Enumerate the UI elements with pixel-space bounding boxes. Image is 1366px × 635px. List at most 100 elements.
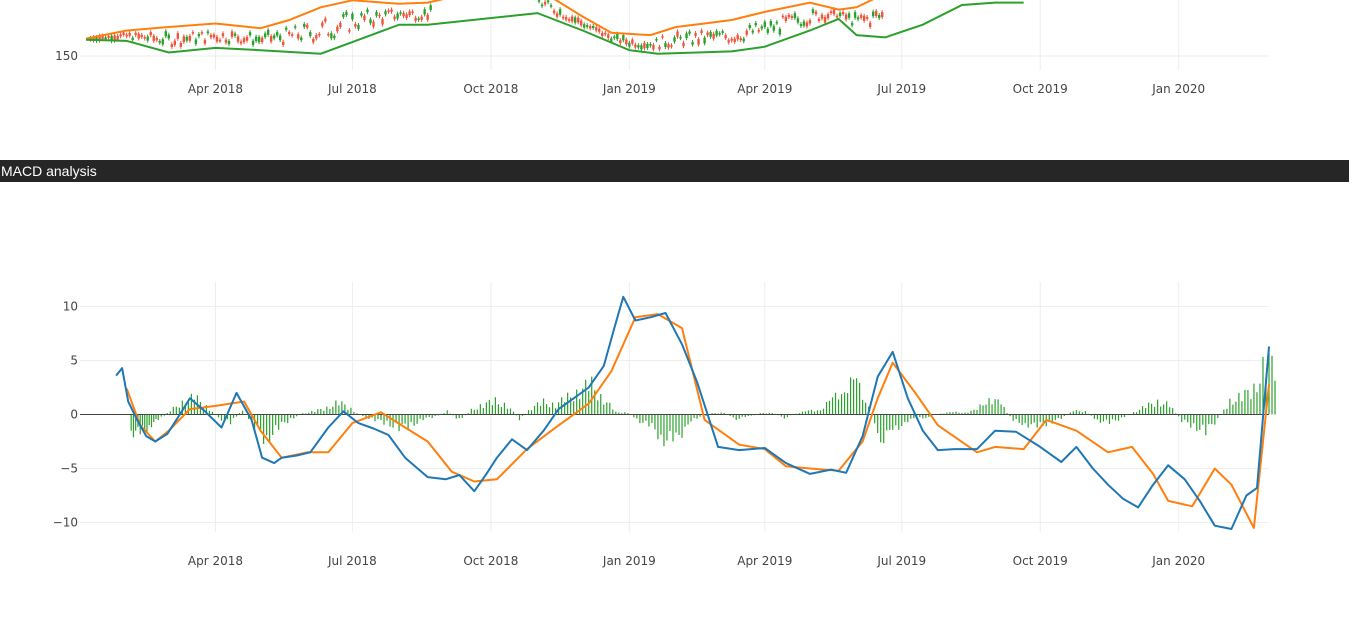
histogram-bar — [849, 377, 852, 415]
histogram-bar — [576, 389, 578, 415]
histogram-bar — [825, 401, 828, 415]
candle — [357, 24, 360, 29]
histogram-bar — [1205, 414, 1207, 436]
histogram-bar — [744, 414, 746, 418]
candle — [772, 26, 776, 31]
histogram-bar — [801, 411, 804, 415]
candle — [706, 32, 709, 36]
histogram-bar — [603, 404, 605, 415]
histogram-bar — [1039, 414, 1041, 423]
histogram-bar — [585, 379, 587, 415]
histogram-bar — [235, 414, 238, 417]
candle — [673, 37, 676, 42]
histogram-bar — [148, 414, 150, 425]
histogram-bar — [1232, 404, 1234, 415]
candle — [637, 45, 640, 48]
macd-y-tick-label: −10 — [53, 516, 78, 530]
histogram-bar — [591, 376, 593, 415]
histogram-bar — [973, 409, 975, 415]
price-x-tick-label: Jan 2019 — [602, 82, 656, 96]
candle — [715, 30, 718, 36]
histogram-bar — [1144, 407, 1147, 415]
macd-x-tick-label: Apr 2018 — [188, 554, 243, 568]
candle — [221, 33, 225, 37]
histogram-bar — [431, 414, 433, 418]
candle — [697, 39, 700, 45]
histogram-bar — [834, 392, 837, 415]
histogram-bar — [521, 414, 524, 416]
candle — [859, 15, 863, 18]
histogram-bar — [582, 388, 584, 415]
histogram-bar — [1235, 401, 1237, 415]
candle — [784, 16, 788, 21]
candle — [230, 31, 234, 37]
histogram-bar — [925, 414, 927, 418]
histogram-bar — [329, 408, 331, 415]
histogram-bar — [1244, 389, 1246, 415]
price-chart: 150 Apr 2018 Jul 2018 Oct 2018 Jan 2019 Apr … — [55, 0, 1269, 96]
histogram-bar — [1184, 414, 1186, 420]
candle — [880, 12, 884, 18]
histogram-bar — [880, 414, 882, 443]
histogram-bar — [1166, 401, 1168, 415]
candle — [239, 41, 243, 44]
histogram-bar — [1069, 412, 1071, 415]
candle — [748, 25, 751, 29]
candle — [281, 41, 285, 45]
candle — [284, 27, 288, 30]
histogram-bar — [1256, 392, 1258, 415]
candle — [742, 38, 745, 42]
histogram-bar — [518, 414, 521, 421]
histogram-bar — [1199, 414, 1201, 431]
histogram-bar — [1033, 414, 1035, 423]
candle — [366, 9, 369, 13]
candle — [862, 15, 866, 21]
candle — [212, 34, 216, 38]
histogram-bar — [1108, 414, 1111, 424]
histogram-bar — [1009, 414, 1011, 417]
candle — [185, 36, 189, 41]
price-x-tick-label: Apr 2018 — [188, 82, 243, 96]
candle — [426, 14, 429, 20]
lower-band-line — [85, 1, 1024, 55]
candle — [721, 31, 724, 33]
histogram-bar — [353, 411, 355, 415]
histogram-bar — [807, 410, 810, 415]
candle — [769, 21, 773, 26]
histogram-bar — [135, 414, 137, 431]
histogram-bar — [1169, 407, 1171, 415]
histogram-bar — [555, 408, 557, 415]
histogram-bar — [913, 414, 915, 419]
histogram-bar — [573, 401, 575, 415]
histogram-bar — [229, 414, 232, 425]
histogram-bar — [843, 392, 846, 415]
histogram-bar — [639, 414, 641, 424]
histogram-bar — [241, 410, 244, 415]
candle — [333, 35, 336, 39]
macd-x-tick-label: Oct 2018 — [463, 554, 518, 568]
histogram-bar — [783, 414, 785, 419]
histogram-bar — [1157, 399, 1159, 415]
price-x-tick-label: Oct 2018 — [463, 82, 518, 96]
candle — [149, 32, 152, 36]
candle — [167, 34, 170, 39]
candle — [233, 33, 237, 36]
candle — [408, 11, 411, 16]
candle — [652, 44, 655, 50]
macd-x-tick-label: Apr 2019 — [737, 554, 792, 568]
histogram-bar — [819, 410, 822, 415]
histogram-bar — [512, 411, 515, 415]
histogram-bar — [383, 414, 385, 425]
candle — [257, 36, 261, 43]
candle — [372, 21, 375, 27]
histogram-bar — [711, 413, 713, 415]
histogram-bar — [1021, 414, 1023, 426]
candle — [348, 29, 351, 32]
histogram-bar — [1099, 414, 1102, 423]
candle — [306, 24, 309, 28]
candle — [607, 34, 610, 39]
histogram-bar — [548, 407, 551, 415]
histogram-bar — [1063, 414, 1065, 417]
histogram-bar — [907, 414, 909, 423]
histogram-bar — [1000, 404, 1002, 415]
